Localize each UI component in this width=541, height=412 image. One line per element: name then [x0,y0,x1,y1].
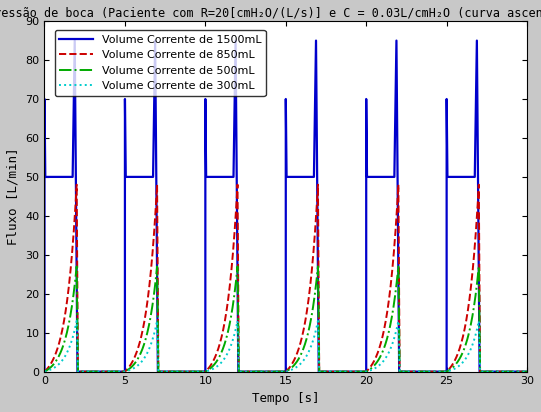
Volume Corrente de 1500mL [393,38,400,43]
Volume Corrente de 1500mL [444,369,450,374]
Volume Corrente de 300mL [453,365,460,370]
Legend: Volume Corrente de 1500mL, Volume Corrente de 850mL, Volume Corrente de 500mL, V: Volume Corrente de 1500mL, Volume Corren… [55,30,266,96]
Volume Corrente de 300mL [372,365,379,370]
Volume Corrente de 300mL [524,369,530,374]
Line: Volume Corrente de 850mL: Volume Corrente de 850mL [44,185,527,372]
Volume Corrente de 1500mL [155,369,161,374]
Volume Corrente de 850mL [453,353,460,358]
Volume Corrente de 1500mL [363,369,370,374]
Volume Corrente de 300mL [474,326,480,331]
Volume Corrente de 1500mL [71,38,78,43]
Volume Corrente de 1500mL [202,369,209,374]
Volume Corrente de 300mL [142,355,148,360]
Volume Corrente de 850mL [372,356,379,360]
Volume Corrente de 1500mL [444,96,450,101]
Volume Corrente de 850mL [464,311,471,316]
Volume Corrente de 1500mL [282,369,289,374]
Volume Corrente de 1500mL [363,369,370,374]
Volume Corrente de 1500mL [282,369,289,374]
Volume Corrente de 500mL [152,283,159,288]
Volume Corrente de 1500mL [444,369,450,374]
Volume Corrente de 500mL [142,339,148,344]
Volume Corrente de 850mL [142,316,148,321]
Volume Corrente de 1500mL [473,38,480,43]
Volume Corrente de 1500mL [232,38,239,43]
Volume Corrente de 300mL [41,369,48,374]
Volume Corrente de 1500mL [472,174,478,179]
Line: Volume Corrente de 300mL: Volume Corrente de 300mL [44,321,527,372]
Volume Corrente de 1500mL [122,174,129,179]
Y-axis label: Fluxo [L/min]: Fluxo [L/min] [7,147,20,245]
Volume Corrente de 1500mL [150,174,156,179]
Volume Corrente de 1500mL [230,174,237,179]
Volume Corrente de 300mL [152,328,159,333]
Volume Corrente de 1500mL [74,369,81,374]
Volume Corrente de 850mL [474,210,480,215]
Volume Corrente de 850mL [41,369,48,374]
Volume Corrente de 850mL [74,182,80,187]
Volume Corrente de 1500mL [202,369,209,374]
Volume Corrente de 1500mL [315,369,322,374]
Volume Corrente de 1500mL [313,38,319,43]
Volume Corrente de 1500mL [477,369,483,374]
Volume Corrente de 300mL [464,353,471,358]
Volume Corrente de 500mL [474,280,480,285]
Volume Corrente de 850mL [524,369,530,374]
Volume Corrente de 300mL [74,318,80,323]
Volume Corrente de 1500mL [524,369,530,374]
Volume Corrente de 850mL [152,216,159,221]
Volume Corrente de 1500mL [122,369,128,374]
Volume Corrente de 500mL [41,369,48,374]
Volume Corrente de 1500mL [152,38,159,43]
Line: Volume Corrente de 1500mL: Volume Corrente de 1500mL [44,41,527,372]
Volume Corrente de 1500mL [42,174,49,179]
Volume Corrente de 1500mL [69,174,76,179]
Volume Corrente de 1500mL [122,96,128,101]
Volume Corrente de 1500mL [282,96,289,101]
Volume Corrente de 500mL [524,369,530,374]
Volume Corrente de 500mL [453,360,460,365]
Volume Corrente de 1500mL [391,174,398,179]
Volume Corrente de 1500mL [202,96,209,101]
Volume Corrente de 1500mL [41,369,48,374]
Volume Corrente de 1500mL [363,96,370,101]
Volume Corrente de 1500mL [41,96,48,101]
Volume Corrente de 1500mL [235,369,242,374]
Volume Corrente de 500mL [372,361,379,366]
Volume Corrente de 500mL [464,337,471,342]
Volume Corrente de 1500mL [524,369,530,374]
Title: Pressão de boca (Paciente com R=20[cmH₂O/(L/s)] e C = 0.03L/cmH₂O (curva ascende: Pressão de boca (Paciente com R=20[cmH₂O… [0,7,541,20]
Volume Corrente de 1500mL [396,369,403,374]
Volume Corrente de 1500mL [203,174,209,179]
Volume Corrente de 1500mL [444,174,451,179]
X-axis label: Tempo [s]: Tempo [s] [252,392,320,405]
Volume Corrente de 1500mL [364,174,370,179]
Line: Volume Corrente de 500mL: Volume Corrente de 500mL [44,267,527,372]
Volume Corrente de 1500mL [283,174,290,179]
Volume Corrente de 1500mL [311,174,317,179]
Volume Corrente de 500mL [74,264,80,269]
Volume Corrente de 1500mL [122,369,128,374]
